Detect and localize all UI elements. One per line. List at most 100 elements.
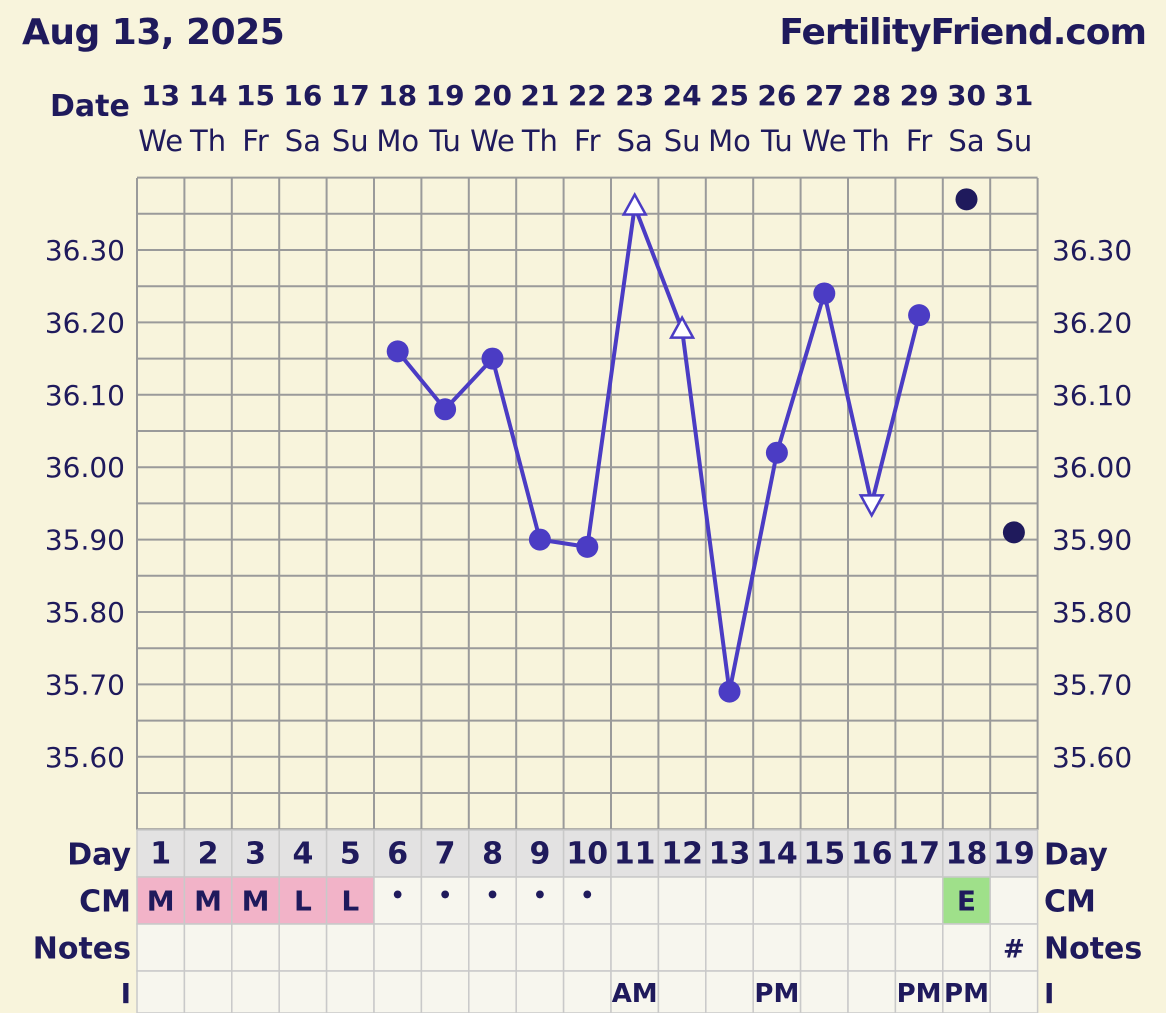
data-point [576, 535, 599, 558]
unconnected-data-point [955, 188, 978, 211]
date-label: 20 [473, 79, 512, 112]
date-label: 30 [947, 79, 986, 112]
i-cell [136, 970, 186, 1013]
notes-cell [278, 923, 328, 972]
data-point [386, 340, 409, 363]
chart-date: Aug 13, 2025 [22, 12, 285, 53]
notes-cell [183, 923, 233, 972]
weekday-label: Sa [617, 124, 653, 158]
day-value: 14 [756, 837, 798, 872]
notes-cell [325, 923, 375, 972]
notes-cell [136, 923, 186, 972]
cm-value: E [957, 885, 976, 918]
date-label: 22 [568, 79, 607, 112]
cm-value: M [147, 885, 175, 918]
y-tick-label-right: 35.80 [1052, 596, 1132, 629]
cm-value: M [242, 885, 270, 918]
i-cell [562, 970, 612, 1013]
day-value: 8 [482, 837, 503, 872]
notes-row-label-left: Notes [33, 932, 131, 967]
i-value: AM [612, 979, 658, 1009]
data-point [908, 304, 931, 327]
date-label: 21 [520, 79, 559, 112]
date-label: 31 [994, 79, 1033, 112]
day-value: 15 [803, 837, 845, 872]
date-label: 18 [378, 79, 417, 112]
day-value: 13 [709, 837, 751, 872]
i-value: PM [944, 979, 989, 1009]
series-line-segment [632, 204, 685, 332]
cm-value: • [438, 884, 452, 909]
day-value: 4 [292, 837, 313, 872]
cm-cell [373, 876, 423, 925]
cm-cell [705, 876, 754, 925]
y-tick-label-left: 35.70 [45, 668, 125, 701]
y-tick-label-right: 35.70 [1052, 668, 1132, 701]
notes-cell [468, 923, 517, 972]
y-tick-label-right: 36.30 [1052, 234, 1132, 267]
date-label: 26 [757, 79, 796, 112]
notes-cell [373, 923, 423, 972]
cm-value: • [485, 884, 499, 909]
date-label: 16 [283, 79, 322, 112]
cm-cell [657, 876, 707, 925]
weekday-label: Th [853, 124, 890, 158]
i-row-label-right: I [1044, 977, 1054, 1010]
cm-value: • [533, 884, 547, 909]
weekday-label: We [470, 124, 515, 158]
notes-cell [610, 923, 660, 972]
cm-row-label-right: CM [1044, 885, 1096, 920]
day-value: 1 [150, 837, 171, 872]
day-value: 5 [340, 837, 361, 872]
i-cell [278, 970, 328, 1013]
notes-cell [705, 923, 754, 972]
weekday-label: Th [189, 124, 226, 158]
y-tick-label-right: 35.60 [1052, 741, 1132, 774]
notes-value: # [1003, 935, 1025, 965]
series-line-segment [869, 313, 922, 506]
i-cell [325, 970, 375, 1013]
day-cell [799, 829, 849, 878]
cm-cell [610, 876, 660, 925]
y-tick-label-left: 35.90 [45, 524, 125, 557]
notes-cell [515, 923, 565, 972]
i-cell [515, 970, 565, 1013]
i-cell [989, 970, 1039, 1013]
cm-cell [562, 876, 612, 925]
day-cell [657, 829, 707, 878]
date-label: 24 [663, 79, 702, 112]
cm-value: L [341, 885, 359, 918]
day-cell [373, 829, 423, 878]
notes-cell [231, 923, 280, 972]
series-line-segment [727, 450, 779, 694]
weekday-label: Su [996, 124, 1033, 158]
y-tick-label-left: 36.00 [45, 451, 125, 484]
notes-cell [562, 923, 612, 972]
date-label: 17 [331, 79, 370, 112]
series-line-segment [585, 204, 637, 549]
i-cell [373, 970, 423, 1013]
data-point [813, 282, 836, 305]
y-tick-label-right: 36.20 [1052, 306, 1132, 339]
i-cell [610, 970, 660, 1013]
i-cell [847, 970, 897, 1013]
data-point [765, 441, 788, 464]
date-label: 28 [852, 79, 891, 112]
y-tick-label-left: 35.60 [45, 741, 125, 774]
cm-value: • [580, 884, 594, 909]
i-value: PM [754, 979, 799, 1009]
series-line-segment [822, 291, 874, 506]
i-cell [183, 970, 233, 1013]
day-cell [989, 829, 1039, 878]
notes-cell [942, 923, 991, 972]
i-cell [468, 970, 517, 1013]
day-value: 9 [529, 837, 550, 872]
data-point-triangle-up [668, 315, 696, 339]
series-line-segment [443, 356, 495, 412]
weekday-label: Su [332, 124, 369, 158]
weekday-label: Sa [285, 124, 321, 158]
weekday-label: Mo [708, 124, 751, 158]
site-name: FertilityFriend.com [779, 12, 1147, 53]
day-value: 10 [566, 837, 608, 872]
